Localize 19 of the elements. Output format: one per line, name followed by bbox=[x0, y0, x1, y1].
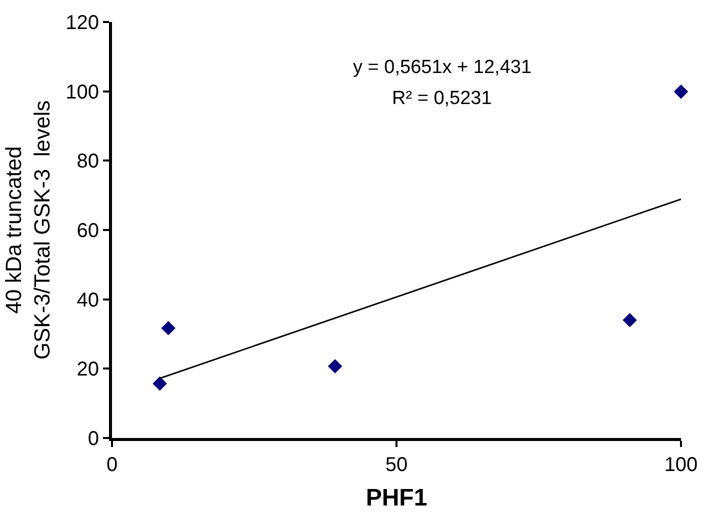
point bbox=[161, 320, 176, 336]
annotation: R² = 0,5231 bbox=[392, 88, 492, 109]
y-tick-label: 20 bbox=[76, 358, 99, 381]
y-tick-label: 100 bbox=[66, 81, 99, 104]
y-tick-label: 40 bbox=[76, 289, 99, 312]
y-axis-title: 40 kDa truncated GSK-3/Total GSK-3 levels bbox=[0, 100, 54, 360]
y-tick-label: 120 bbox=[66, 12, 99, 34]
x-tick-label: 0 bbox=[106, 454, 118, 476]
x-tick-label: 50 bbox=[385, 454, 408, 476]
point bbox=[152, 376, 167, 391]
y-tick-label: 0 bbox=[88, 428, 99, 450]
y-tick-label: 60 bbox=[76, 220, 99, 242]
x-axis-title: PHF1 bbox=[366, 484, 428, 512]
y-tick-label: 80 bbox=[76, 150, 99, 173]
x-tick-label: 100 bbox=[664, 454, 698, 476]
point bbox=[674, 84, 688, 99]
point bbox=[328, 359, 342, 374]
annotation: y = 0,5651x + 12,431 bbox=[353, 57, 532, 78]
point bbox=[622, 312, 637, 328]
